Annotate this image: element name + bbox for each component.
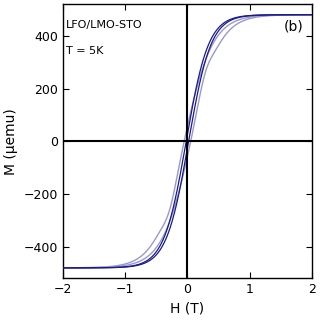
Y-axis label: M (μemu): M (μemu): [4, 108, 18, 175]
X-axis label: H (T): H (T): [170, 302, 204, 316]
Text: (b): (b): [284, 20, 304, 34]
Text: LFO/LMO-STO: LFO/LMO-STO: [66, 20, 143, 30]
Text: T = 5K: T = 5K: [66, 46, 103, 56]
